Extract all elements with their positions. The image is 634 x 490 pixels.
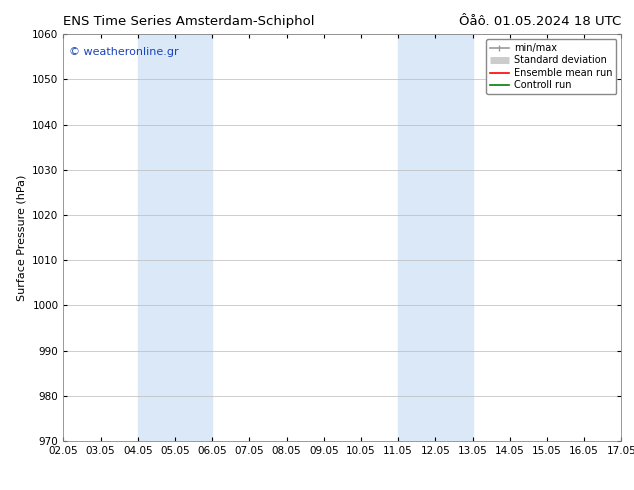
Bar	[398, 34, 472, 441]
Bar	[138, 34, 212, 441]
Text: ENS Time Series Amsterdam-Schiphol: ENS Time Series Amsterdam-Schiphol	[63, 15, 315, 28]
Text: © weatheronline.gr: © weatheronline.gr	[69, 47, 179, 56]
Y-axis label: Surface Pressure (hPa): Surface Pressure (hPa)	[16, 174, 27, 301]
Legend: min/max, Standard deviation, Ensemble mean run, Controll run: min/max, Standard deviation, Ensemble me…	[486, 39, 616, 94]
Text: Ôåô. 01.05.2024 18 UTC: Ôåô. 01.05.2024 18 UTC	[459, 15, 621, 28]
